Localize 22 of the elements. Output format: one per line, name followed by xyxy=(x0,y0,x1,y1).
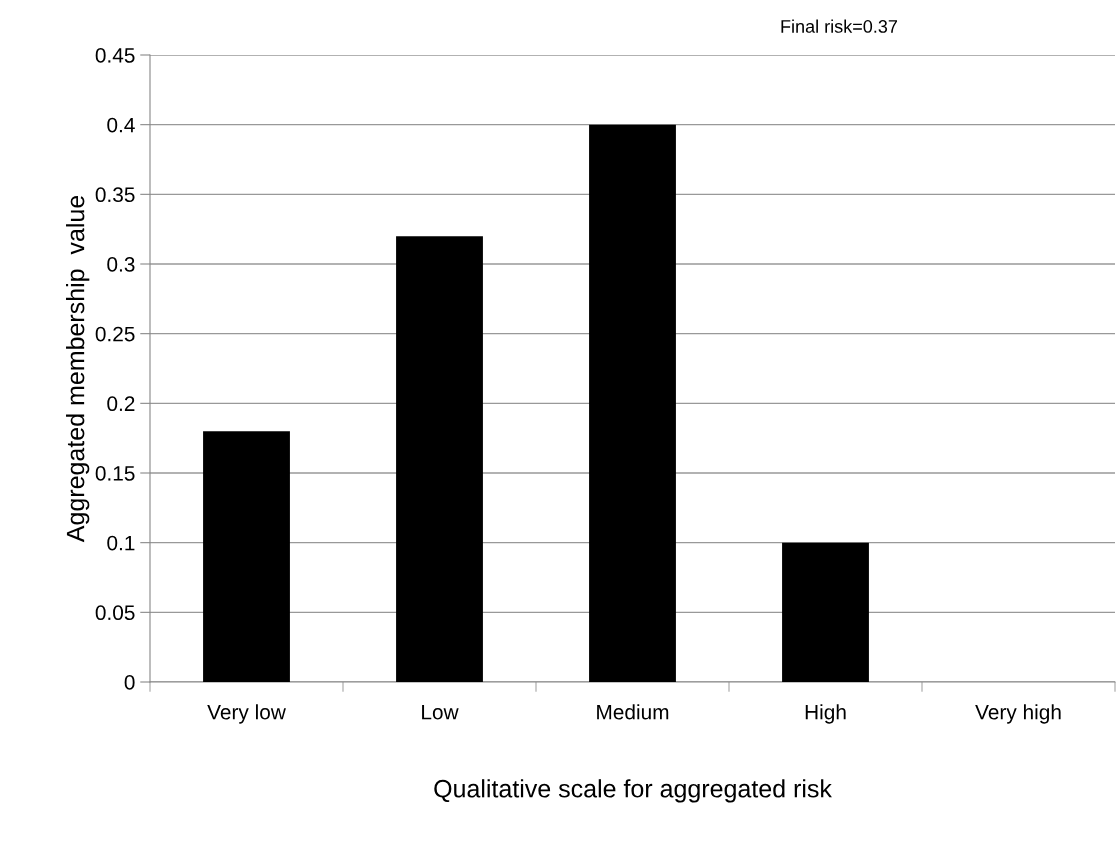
y-tick-label: 0.4 xyxy=(107,117,135,133)
y-tick-label: 0.3 xyxy=(107,257,135,272)
x-tick-label: Very low xyxy=(207,704,286,724)
y-tick-label: 0.05 xyxy=(95,605,135,621)
x-tick-label: Very high xyxy=(975,704,1061,724)
y-tick-label: 0.1 xyxy=(107,535,135,551)
bar xyxy=(203,431,290,682)
bar xyxy=(782,542,869,682)
y-tick-label: 0.45 xyxy=(95,48,135,63)
y-tick-label: 0 xyxy=(124,675,135,690)
x-tick-label: Low xyxy=(422,704,459,720)
x-axis-title: Qualitative scale for aggregated risk xyxy=(434,779,832,803)
x-tick-label: Medium xyxy=(597,704,669,720)
y-tick-label: 0.15 xyxy=(95,466,135,481)
y-tick-label: 0.2 xyxy=(107,396,135,412)
bar xyxy=(396,236,483,682)
bar xyxy=(589,124,676,682)
x-tick-label: High xyxy=(805,704,846,724)
text: Final risk=0.37 xyxy=(781,19,898,33)
y-tick-label: 0.25 xyxy=(95,326,135,342)
y-tick-label: 0.35 xyxy=(95,187,135,203)
y-axis-title: Aggregated membership value xyxy=(66,195,90,543)
